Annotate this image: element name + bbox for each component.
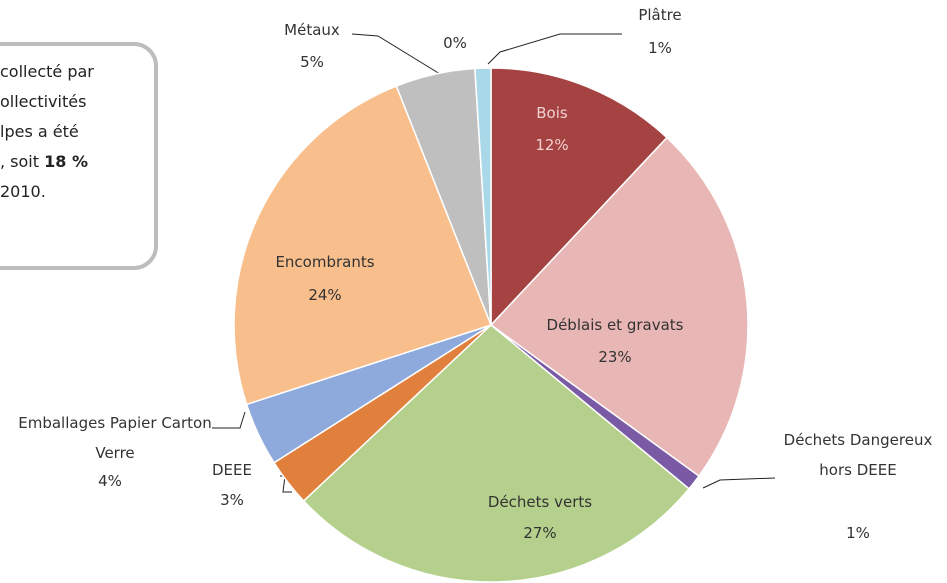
- note-text: , soit: [0, 152, 45, 171]
- note-line: collecté par: [0, 62, 94, 81]
- slice-label: Déchets verts: [487, 493, 593, 511]
- note-line: lpes a été: [0, 122, 79, 141]
- note-text: ollectivités: [0, 92, 87, 111]
- pie: [233, 67, 749, 583]
- slice-label: Bois: [536, 104, 568, 122]
- note-line: ollectivités: [0, 92, 86, 111]
- slice-label: Plâtre: [638, 6, 682, 24]
- note-text: lpes a été: [0, 122, 79, 141]
- note-bold: 18 %: [44, 152, 88, 171]
- slice-label: Déblais et gravats: [546, 316, 684, 334]
- slice-value-label: 12%: [535, 136, 569, 154]
- slice-value-label: 3%: [220, 491, 244, 509]
- slice-label: Emballages Papier Carton Verre: [18, 414, 212, 462]
- pie-slice: [233, 85, 492, 406]
- note-text: 2010.: [0, 182, 46, 201]
- slice-value-label: 24%: [308, 286, 342, 304]
- slice-value-label: 0%: [443, 34, 467, 52]
- slice-label: Déchets Dangereux hors DEEE: [783, 431, 933, 479]
- note-line: , soit 18 %: [0, 152, 88, 171]
- pie-slice: [474, 67, 492, 326]
- slice-label: DEEE: [212, 461, 252, 479]
- note-line: 2010.: [0, 182, 46, 201]
- slice-value-label: 27%: [523, 524, 557, 542]
- slice-label: Encombrants: [275, 253, 375, 271]
- leader-lines: [212, 33, 776, 493]
- pie-slice: [490, 67, 668, 327]
- slice-value-label: 23%: [598, 348, 632, 366]
- slice-value-label: 4%: [98, 472, 122, 490]
- slice-label: Métaux: [284, 21, 340, 39]
- slice-value-label: 1%: [846, 524, 870, 542]
- pie-slice: [302, 324, 691, 583]
- slice-value-label: 1%: [648, 39, 672, 57]
- note-box: [0, 42, 158, 270]
- pie-slice: [489, 136, 749, 478]
- slice-value-label: 5%: [300, 53, 324, 71]
- note-text: collecté par: [0, 62, 94, 81]
